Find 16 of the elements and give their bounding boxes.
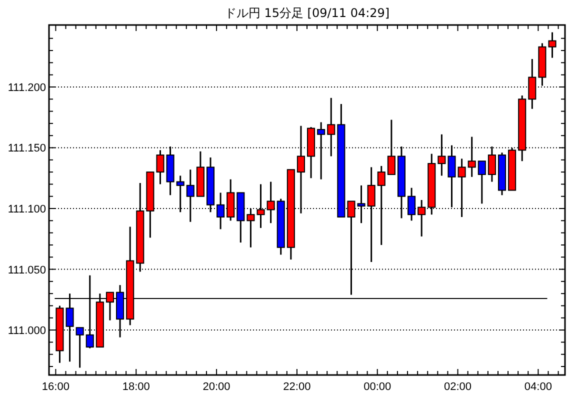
x-tick-label: 02:00 — [444, 381, 472, 393]
candlestick — [156, 149, 164, 185]
y-tick-label: 111.100 — [8, 204, 46, 216]
candlestick — [548, 32, 556, 59]
x-tick-label: 22:00 — [283, 381, 311, 393]
x-tick-label: 18:00 — [122, 381, 150, 393]
candlestick — [478, 160, 486, 204]
y-tick-label: 111.150 — [8, 142, 46, 155]
x-tick-label: 00:00 — [364, 381, 392, 393]
y-tick-label: 111.200 — [8, 82, 46, 94]
chart-title: ドル円 15分足 [09/11 04:29] — [224, 6, 390, 20]
y-tick-label: 111.050 — [8, 264, 46, 276]
x-tick-label: 20:00 — [202, 381, 230, 393]
x-tick-label: 04:00 — [524, 381, 552, 393]
x-tick-label: 16:00 — [42, 381, 70, 393]
y-tick-label: 111.000 — [8, 325, 46, 338]
